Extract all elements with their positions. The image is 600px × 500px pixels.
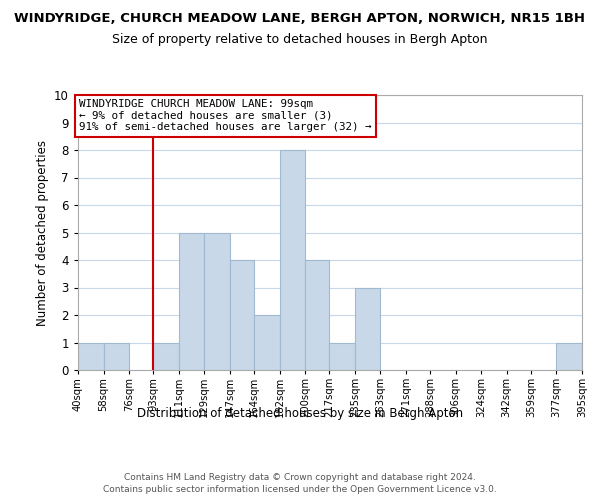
Bar [78,342,104,370]
Bar [153,342,179,370]
Text: Contains HM Land Registry data © Crown copyright and database right 2024.: Contains HM Land Registry data © Crown c… [124,472,476,482]
Bar [556,342,582,370]
Bar [280,150,305,370]
Text: WINDYRIDGE, CHURCH MEADOW LANE, BERGH APTON, NORWICH, NR15 1BH: WINDYRIDGE, CHURCH MEADOW LANE, BERGH AP… [14,12,586,26]
Bar [104,342,129,370]
Text: Size of property relative to detached houses in Bergh Apton: Size of property relative to detached ho… [112,32,488,46]
Text: Distribution of detached houses by size in Bergh Apton: Distribution of detached houses by size … [137,408,463,420]
Text: WINDYRIDGE CHURCH MEADOW LANE: 99sqm
← 9% of detached houses are smaller (3)
91%: WINDYRIDGE CHURCH MEADOW LANE: 99sqm ← 9… [79,99,372,132]
Bar [230,260,254,370]
Y-axis label: Number of detached properties: Number of detached properties [35,140,49,326]
Bar [205,232,230,370]
Bar [329,342,355,370]
Bar [355,288,380,370]
Bar [254,315,280,370]
Bar [305,260,329,370]
Bar [179,232,205,370]
Text: Contains public sector information licensed under the Open Government Licence v3: Contains public sector information licen… [103,485,497,494]
